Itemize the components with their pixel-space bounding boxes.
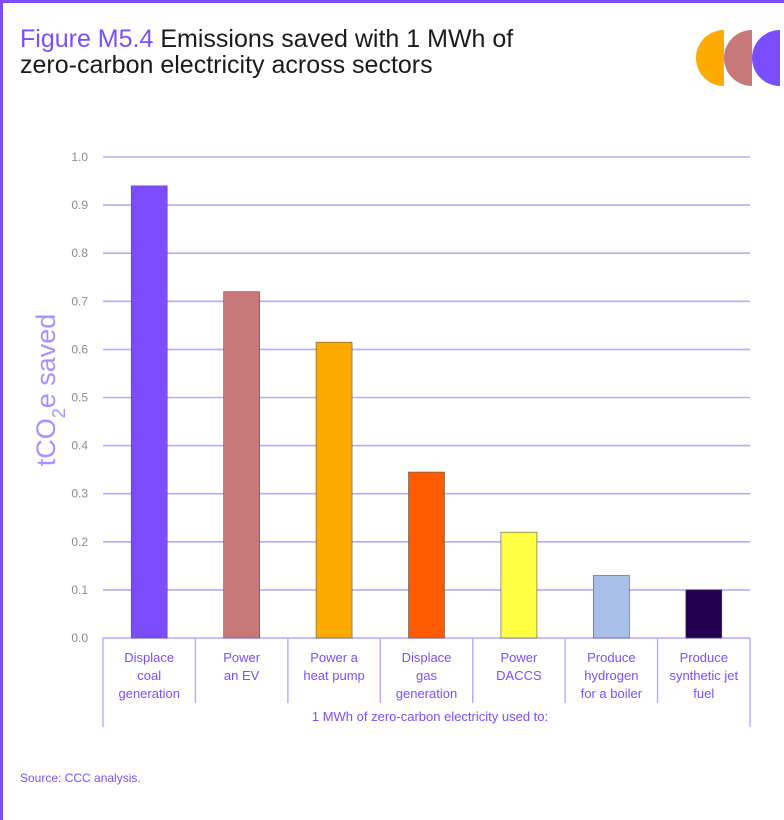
bar bbox=[223, 291, 260, 639]
y-tick-label: 0.8 bbox=[71, 246, 88, 260]
y-tick-label: 0.2 bbox=[71, 535, 88, 549]
category-label: Produce hydrogen for a boiler bbox=[581, 650, 643, 701]
figure-title: Figure M5.4 Emissions saved with 1 MWh o… bbox=[20, 26, 513, 78]
source-note: Source: CCC analysis. bbox=[20, 771, 141, 785]
category-label: Displace gas generation bbox=[396, 650, 457, 701]
bar bbox=[130, 185, 168, 639]
category-label: Displace coal generation bbox=[118, 650, 179, 701]
bar bbox=[500, 531, 538, 639]
y-tick-label: 0.3 bbox=[71, 487, 88, 501]
category-label: Power a heat pump bbox=[303, 650, 364, 683]
title-line-2: zero-carbon electricity across sectors bbox=[20, 51, 433, 79]
logo-arc-orange bbox=[696, 30, 724, 86]
category-label: Produce synthetic jet fuel bbox=[669, 650, 738, 701]
y-tick-label: 0.5 bbox=[71, 391, 88, 405]
bar bbox=[315, 341, 353, 639]
y-tick-label: 0.0 bbox=[71, 631, 88, 645]
y-tick-label: 0.6 bbox=[71, 342, 88, 356]
y-tick-label: 0.9 bbox=[71, 198, 88, 212]
title-line-1: Emissions saved with 1 MWh of bbox=[160, 25, 514, 53]
bar bbox=[593, 575, 630, 639]
bar bbox=[408, 471, 445, 639]
category-label: Power an EV bbox=[223, 650, 261, 683]
category-label: Power DACCS bbox=[496, 650, 542, 683]
bar bbox=[685, 589, 723, 639]
logo-arc-rose bbox=[724, 30, 752, 86]
y-tick-label: 0.4 bbox=[71, 439, 88, 453]
ccc-logo bbox=[696, 30, 780, 86]
bars bbox=[130, 185, 723, 639]
y-tick-label: 0.7 bbox=[71, 294, 88, 308]
y-tick-label: 0.1 bbox=[71, 583, 88, 597]
figure-label: Figure M5.4 bbox=[20, 25, 154, 53]
y-axis-label: tCO2e saved bbox=[31, 314, 69, 467]
x-axis-label: 1 MWh of zero-carbon electricity used to… bbox=[312, 709, 548, 724]
logo-arc-purple bbox=[752, 30, 780, 86]
y-tick-labels: 0.0 0.1 0.2 0.3 0.4 0.5 0.6 0.7 0.8 0.9 1.0 bbox=[71, 150, 88, 645]
y-tick-label: 1.0 bbox=[71, 150, 88, 164]
